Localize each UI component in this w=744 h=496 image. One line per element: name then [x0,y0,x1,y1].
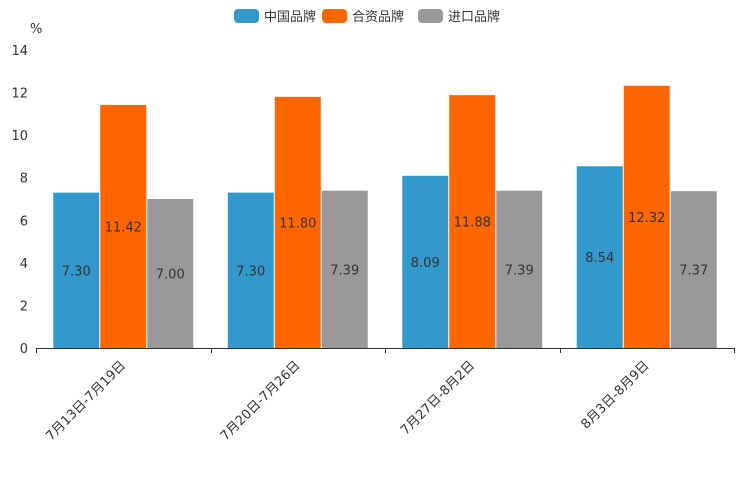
bar-value-label: 7.39 [505,263,534,278]
bar [100,104,147,348]
bar [449,95,496,348]
bar-value-label: 11.80 [279,216,316,231]
bar-value-label: 7.37 [679,264,708,279]
y-tick-label: 0 [20,342,28,357]
y-tick-label: 2 [20,299,28,314]
y-tick-label: 12 [11,87,28,102]
x-category-label: 7月20日-7月26日 [218,358,304,444]
y-tick-label: 8 [20,172,28,187]
legend-label: 合资品牌 [352,9,404,25]
bar [274,96,321,348]
y-tick-label: 14 [11,44,28,59]
bars: 7.30 7.30 8.09 8.54 11.42 11.80 11.88 12.32 7.00… [53,85,717,348]
bar-value-label: 11.42 [105,220,142,235]
legend-label: 进口品牌 [448,9,500,25]
bar [227,192,274,348]
legend-label: 中国品牌 [264,9,316,25]
y-tick-label: 6 [20,214,28,229]
x-category-label: 7月27日-8月2日 [398,358,478,438]
y-tick-label: 4 [20,257,28,272]
bar-value-label: 7.39 [330,263,359,278]
y-axis: 0 2 4 6 8 10 12 14 [11,44,28,357]
y-axis-unit-label: % [30,22,42,37]
bar [321,190,368,348]
bar [670,191,717,348]
legend-swatch [234,9,259,23]
bar [576,166,623,348]
legend-swatch [322,9,347,23]
legend: 中国品牌 合资品牌 进口品牌 [234,9,500,25]
bar-value-label: 11.88 [454,216,491,231]
legend-swatch [418,9,443,23]
bar [402,175,449,348]
bar-value-label: 7.30 [236,264,265,279]
bar [147,199,194,348]
bar-value-label: 7.00 [156,268,185,283]
x-category-label: 7月13日-7月19日 [43,358,129,444]
bar [623,85,670,348]
x-axis: 7月13日-7月19日 7月20日-7月26日 7月27日-8月2日 8月3日-8月9… [36,348,735,444]
bar-value-label: 8.54 [585,251,614,266]
bar-value-label: 12.32 [628,211,665,226]
bar [53,192,100,348]
x-category-label: 8月3日-8月9日 [578,358,652,432]
y-tick-label: 10 [11,129,28,144]
bar [496,190,543,348]
bar-value-label: 8.09 [411,256,440,271]
bar-value-label: 7.30 [62,264,91,279]
